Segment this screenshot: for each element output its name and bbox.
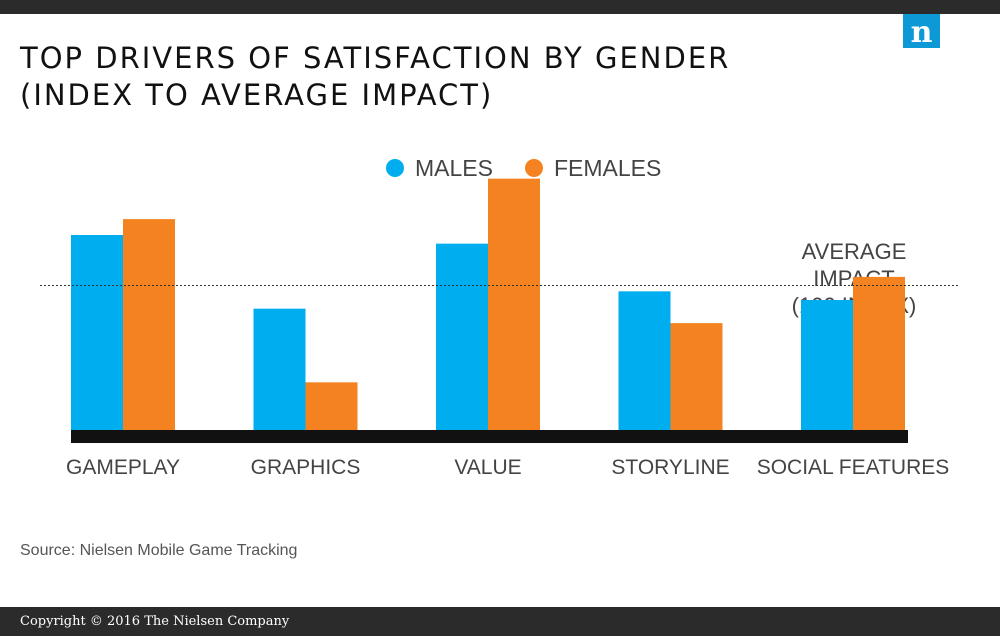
x-tick-label: STORYLINE <box>611 456 729 479</box>
females-swatch-icon <box>525 159 543 177</box>
chart-title-line1: TOP DRIVERS OF SATISFACTION BY GENDER <box>20 41 731 75</box>
males-swatch-icon <box>386 159 404 177</box>
legend: MALES FEMALES <box>0 153 1000 183</box>
footer-bar: Copyright © 2016 The Nielsen Company <box>0 607 1000 636</box>
bar-chart: GAMEPLAY GRAPHICS VALUE STORYLINE SOCIAL FEA… <box>40 178 960 479</box>
chart-title: TOP DRIVERS OF SATISFACTION BY GENDER (I… <box>20 40 730 114</box>
bar-females-storyline <box>670 323 723 430</box>
bar-males-social-features <box>801 300 853 430</box>
legend-item-females: FEMALES <box>525 153 661 183</box>
copyright-text: Copyright © 2016 The Nielsen Company <box>20 614 290 629</box>
bar-females-value <box>488 178 540 430</box>
x-tick-label: GAMEPLAY <box>66 456 180 479</box>
chart-title-line2: (INDEX TO AVERAGE IMPACT) <box>20 78 494 112</box>
legend-label-males: MALES <box>415 154 493 181</box>
source-note: Source: Nielsen Mobile Game Tracking <box>20 542 298 559</box>
bar-females-graphics <box>305 382 358 430</box>
legend-label-females: FEMALES <box>554 154 662 181</box>
legend-item-males: MALES <box>386 153 493 183</box>
bar-males-graphics <box>253 308 306 430</box>
nielsen-logo: n <box>903 14 940 50</box>
bar-females-social-features <box>853 276 905 430</box>
bar-group <box>71 178 905 430</box>
x-axis-labels: GAMEPLAY GRAPHICS VALUE STORYLINE SOCIAL FEA… <box>66 456 949 479</box>
bar-males-storyline <box>618 291 671 430</box>
bar-males-value <box>436 243 488 430</box>
bar-males-gameplay <box>71 235 123 430</box>
top-bar <box>0 0 1000 14</box>
x-tick-label: SOCIAL FEATURES <box>757 456 950 479</box>
bar-females-gameplay <box>123 219 175 430</box>
x-axis-baseline <box>71 430 908 443</box>
x-tick-label: VALUE <box>454 456 521 479</box>
x-tick-label: GRAPHICS <box>251 456 361 479</box>
